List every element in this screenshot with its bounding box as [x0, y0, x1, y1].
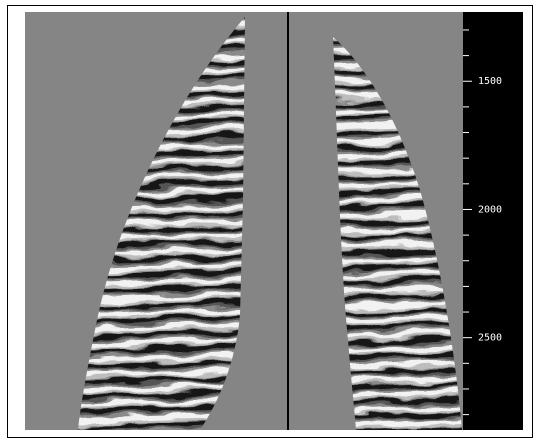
tick-label: 2000 — [478, 204, 502, 215]
axis-strip — [463, 12, 523, 430]
seismic-figure: 1500 2000 2500 — [0, 0, 540, 443]
tick-label: 1500 — [478, 76, 502, 87]
tick-label: 2500 — [478, 333, 502, 344]
